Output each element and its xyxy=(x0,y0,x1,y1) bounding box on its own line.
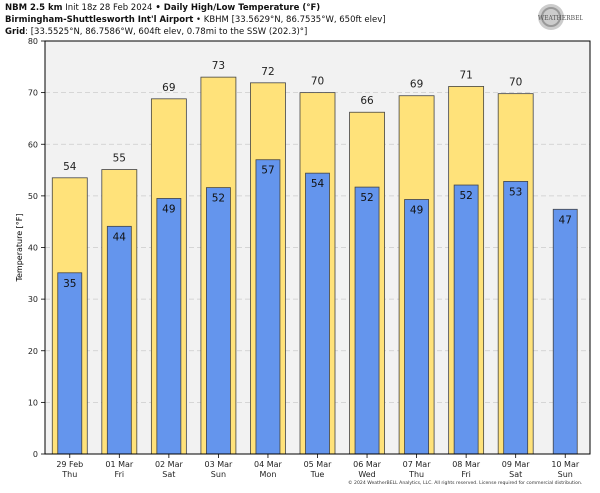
low-bar xyxy=(255,159,281,455)
high-label: 73 xyxy=(212,60,225,72)
location-name: Birmingham-Shuttlesworth Int'l Airport xyxy=(5,15,194,25)
x-tick-weekday: Mon xyxy=(260,470,277,479)
y-tick-label: 80 xyxy=(28,37,38,46)
x-tick-date: 06 Mar xyxy=(353,460,382,469)
low-label: 44 xyxy=(113,231,127,243)
low-label: 57 xyxy=(261,165,274,177)
high-label: 54 xyxy=(63,161,77,173)
model-name: NBM 2.5 km xyxy=(5,3,63,13)
x-tick-weekday: Wed xyxy=(358,470,375,479)
low-bar xyxy=(503,181,529,455)
high-label: 71 xyxy=(459,69,472,81)
high-label: 66 xyxy=(360,95,374,107)
x-tick-date: 01 Mar xyxy=(105,460,134,469)
chart-title: Daily High/Low Temperature (°F) xyxy=(163,3,321,13)
x-tick-weekday: Thu xyxy=(408,470,424,479)
y-tick-label: 10 xyxy=(28,398,38,407)
high-label: 72 xyxy=(261,66,274,78)
station-info: KBHM [33.5629°N, 86.7535°W, 650ft elev] xyxy=(203,15,386,25)
low-label: 52 xyxy=(459,190,472,202)
y-tick-label: 30 xyxy=(28,295,38,304)
x-tick-weekday: Sun xyxy=(211,470,226,479)
copyright: © 2024 WeatherBELL Analytics, LLC. All r… xyxy=(348,481,583,486)
high-label: 55 xyxy=(113,153,126,165)
low-label: 52 xyxy=(360,192,373,204)
x-tick-date: 29 Feb xyxy=(56,460,83,469)
high-label: 70 xyxy=(311,76,324,88)
x-tick-date: 03 Mar xyxy=(204,460,233,469)
init-time: Init 18z 28 Feb 2024 xyxy=(65,3,153,13)
low-label: 53 xyxy=(509,186,522,198)
low-label: 49 xyxy=(162,203,175,215)
x-tick-date: 07 Mar xyxy=(403,460,432,469)
x-tick-date: 09 Mar xyxy=(502,460,531,469)
grid-info: : [33.5525°N, 86.7586°W, 604ft elev, 0.7… xyxy=(25,27,308,37)
x-tick-weekday: Tue xyxy=(310,470,325,479)
y-tick-label: 0 xyxy=(33,450,38,459)
y-tick-label: 40 xyxy=(28,244,38,253)
weatherbell-logo: WEATHERBELL xyxy=(538,4,583,30)
high-label: 69 xyxy=(162,82,175,94)
y-tick-label: 20 xyxy=(28,347,38,356)
title-line: NBM 2.5 km Init 18z 28 Feb 2024 • Daily … xyxy=(5,3,320,13)
y-tick-label: 50 xyxy=(28,192,38,201)
low-label: 47 xyxy=(559,214,572,226)
low-bar xyxy=(156,198,182,455)
low-bar xyxy=(453,184,479,455)
grid-label: Grid xyxy=(5,27,26,37)
svg-text:WEATHERBELL: WEATHERBELL xyxy=(538,15,583,22)
grid-line: Grid: [33.5525°N, 86.7586°W, 604ft elev,… xyxy=(5,27,307,37)
low-bar xyxy=(57,272,83,455)
x-tick-weekday: Thu xyxy=(61,470,77,479)
x-tick-date: 10 Mar xyxy=(551,460,580,469)
y-tick-label: 70 xyxy=(28,89,38,98)
x-tick-date: 05 Mar xyxy=(304,460,333,469)
x-tick-date: 02 Mar xyxy=(155,460,184,469)
high-label: 69 xyxy=(410,79,423,91)
low-bar xyxy=(206,187,231,455)
x-tick-date: 08 Mar xyxy=(452,460,481,469)
low-bar xyxy=(106,225,132,455)
x-tick-weekday: Sat xyxy=(162,470,175,479)
y-tick-label: 60 xyxy=(28,140,38,149)
x-tick-weekday: Sat xyxy=(509,470,522,479)
x-tick-weekday: Sun xyxy=(558,470,573,479)
plot-frame xyxy=(44,40,591,455)
high-label: 70 xyxy=(509,77,522,89)
low-label: 49 xyxy=(410,204,423,216)
y-axis-label: Temperature [°F] xyxy=(15,213,24,282)
x-tick-weekday: Fri xyxy=(115,470,125,479)
separator: • xyxy=(152,3,164,13)
location-line: Birmingham-Shuttlesworth Int'l Airport •… xyxy=(5,15,386,25)
low-label: 35 xyxy=(63,278,76,290)
low-bar xyxy=(354,186,380,455)
low-bar xyxy=(404,199,429,455)
low-bar xyxy=(552,208,578,455)
x-tick-date: 04 Mar xyxy=(254,460,283,469)
low-label: 52 xyxy=(212,193,225,205)
low-bar xyxy=(305,172,330,455)
low-label: 54 xyxy=(311,178,325,190)
x-tick-weekday: Fri xyxy=(461,470,471,479)
